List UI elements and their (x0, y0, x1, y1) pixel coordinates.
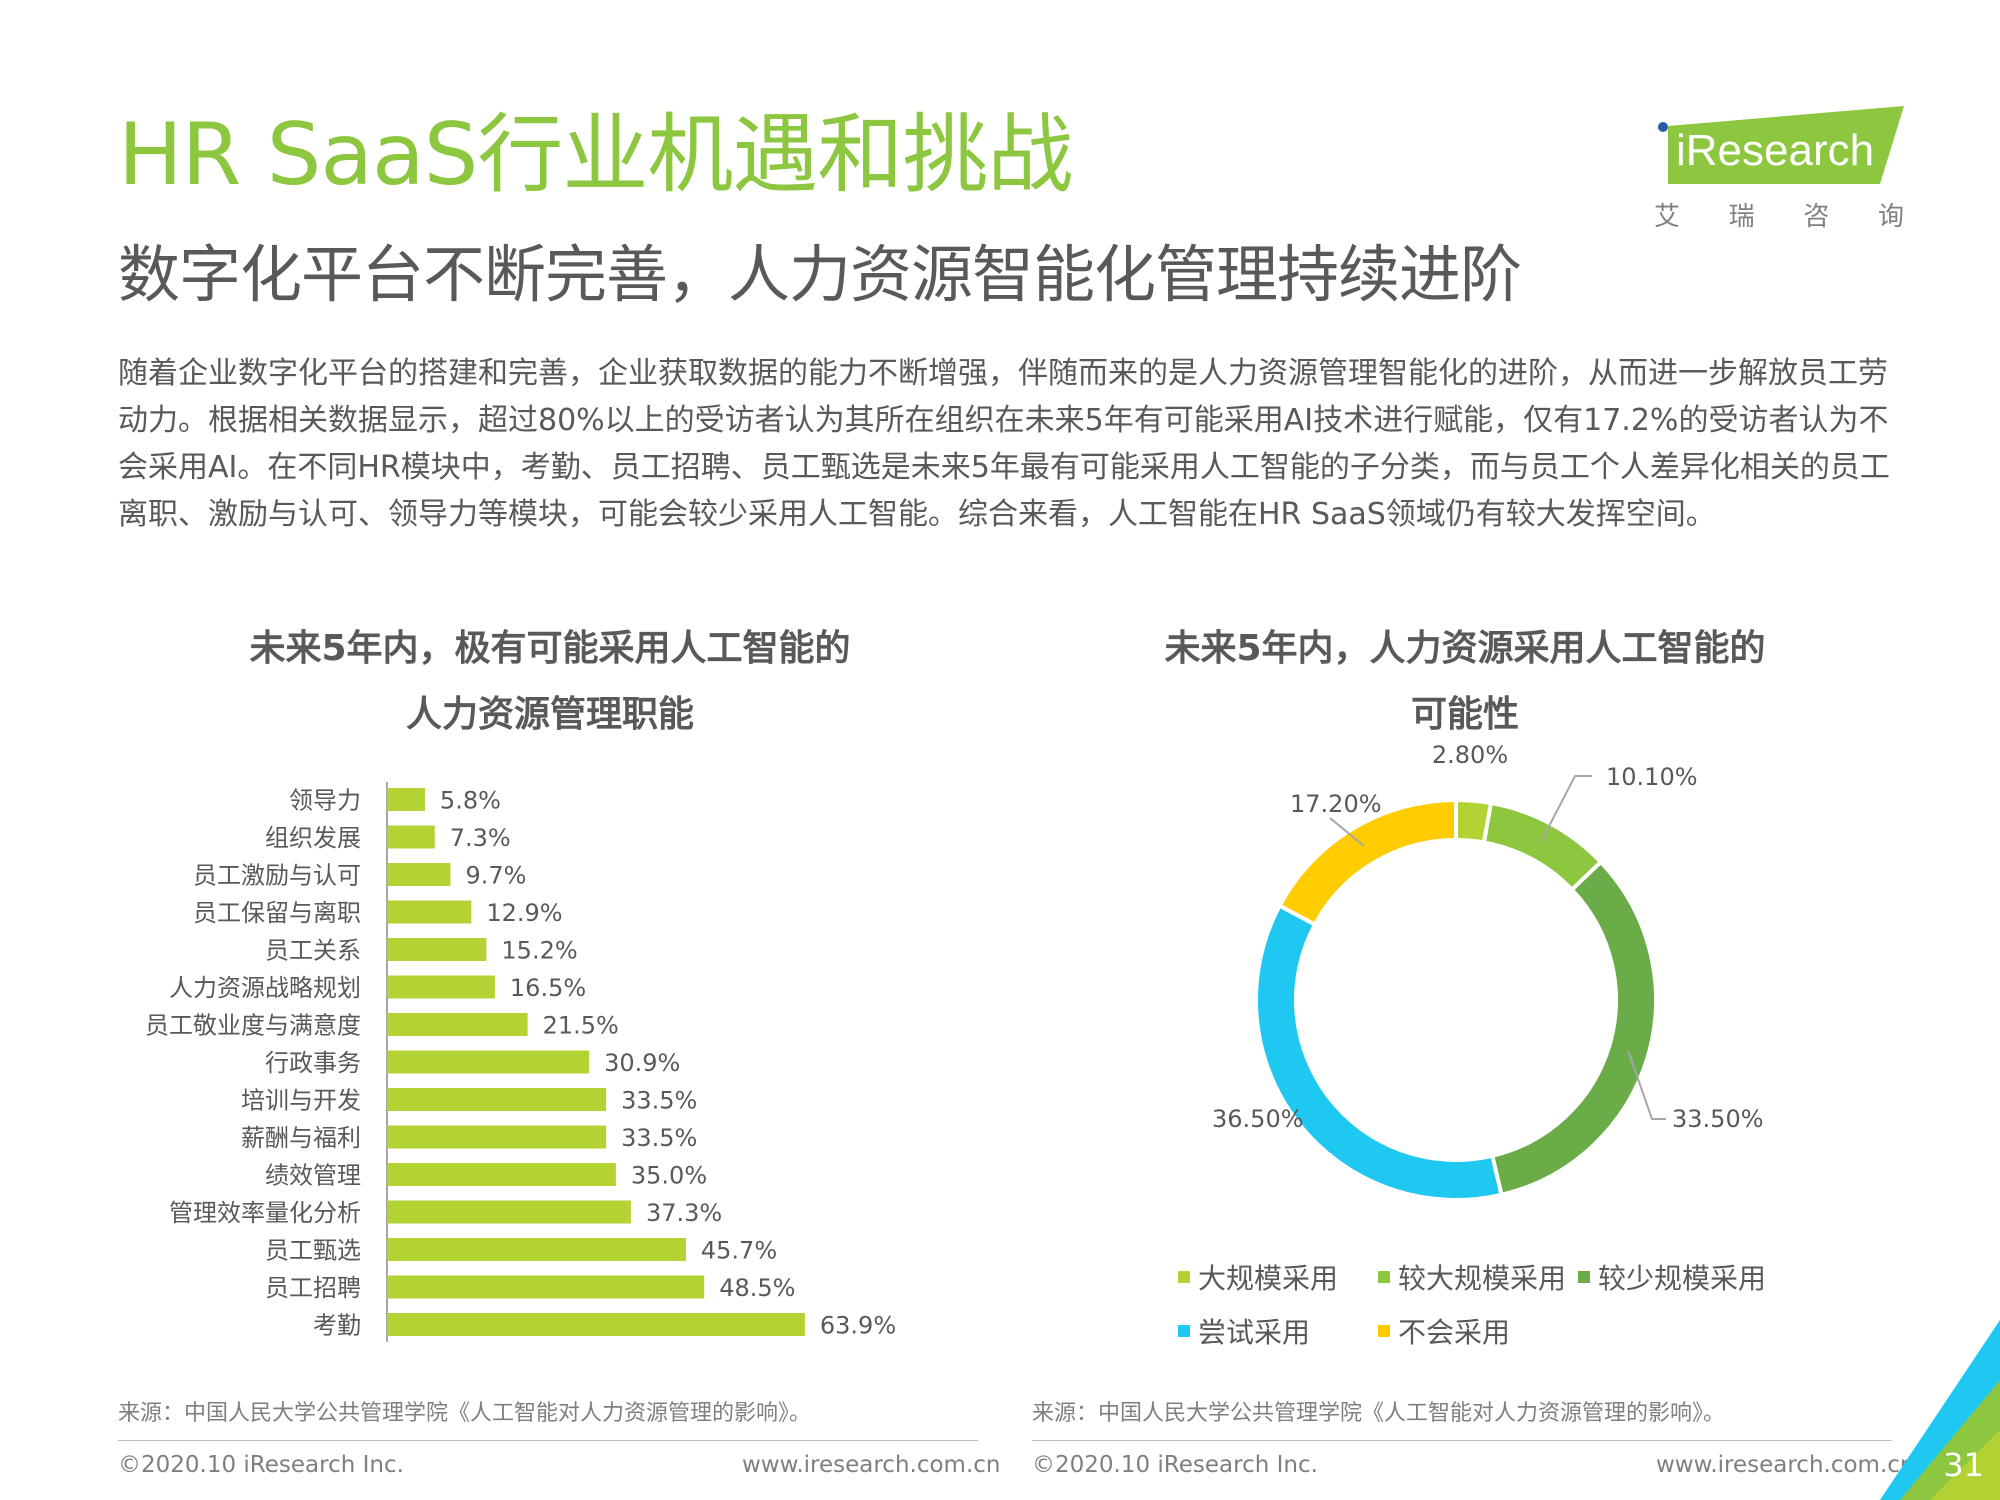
logo-char: 瑞 (1728, 202, 1755, 232)
bar-category-label: 考勤 (313, 1312, 361, 1340)
bar-value-label: 35.0% (631, 1162, 707, 1190)
bar-category-label: 员工保留与离职 (193, 899, 361, 927)
donut-leader-line (1329, 817, 1365, 847)
logo-brand-text: iResearch (1676, 126, 1875, 175)
legend-swatch (1578, 1271, 1590, 1283)
bar-value-label: 45.7% (701, 1237, 777, 1265)
body-paragraph: 随着企业数字化平台的搭建和完善，企业获取数据的能力不断增强，伴随而来的是人力资源… (118, 356, 1890, 532)
right-source-note: 来源：中国人民大学公共管理学院《人工智能对人力资源管理的影响》。 (1032, 1401, 1726, 1426)
bar-value-label: 33.5% (621, 1124, 697, 1152)
bar-category-label: 薪酬与福利 (241, 1124, 361, 1152)
bar-0 (387, 788, 425, 811)
left-website: www.iresearch.com.cn (742, 1452, 1001, 1478)
bar-value-label: 15.2% (501, 937, 577, 965)
page-number: 31 (1943, 1446, 1984, 1484)
bar-value-label: 9.7% (465, 862, 526, 890)
bar-chart-title-line: 未来5年内，极有可能采用人工智能的 (249, 628, 851, 669)
bar-value-label: 37.3% (646, 1199, 722, 1227)
donut-value-label: 2.80% (1432, 741, 1508, 769)
logo-dot-icon (1658, 122, 1668, 132)
bar-category-label: 员工招聘 (265, 1274, 361, 1302)
legend-label: 尝试采用 (1198, 1316, 1310, 1349)
bar-category-label: 人力资源战略规划 (169, 974, 361, 1002)
legend-swatch (1378, 1271, 1390, 1283)
bar-value-label: 63.9% (820, 1312, 896, 1340)
bar-value-label: 7.3% (450, 824, 511, 852)
donut-chart-title-line: 可能性 (1410, 694, 1519, 735)
bar-9 (387, 1125, 607, 1149)
bar-category-label: 培训与开发 (241, 1087, 361, 1115)
donut-leader-line (1627, 1051, 1666, 1120)
left-source-note: 来源：中国人民大学公共管理学院《人工智能对人力资源管理的影响》。 (118, 1401, 812, 1426)
bar-12 (387, 1238, 686, 1261)
bar-category-label: 领导力 (289, 787, 361, 815)
left-copyright: ©2020.10 iResearch Inc. (118, 1452, 404, 1478)
bar-value-label: 33.5% (621, 1087, 697, 1115)
right-copyright: ©2020.10 iResearch Inc. (1032, 1452, 1318, 1478)
page-title: HR SaaS行业机遇和挑战 (118, 105, 1073, 205)
logo-char: 艾 (1654, 202, 1681, 232)
bar-category-label: 组织发展 (265, 824, 361, 852)
donut-value-label: 33.50% (1672, 1105, 1764, 1133)
logo-banner-shape (1668, 106, 1904, 184)
right-footer-divider (1032, 1440, 1892, 1441)
bar-14 (387, 1313, 805, 1336)
bar-value-label: 12.9% (486, 899, 562, 927)
bar-5 (387, 975, 495, 999)
legend-swatch (1178, 1325, 1190, 1337)
donut-chart-title-line: 未来5年内，人力资源采用人工智能的 (1164, 628, 1766, 669)
bar-value-label: 30.9% (604, 1049, 680, 1077)
bar-7 (387, 1050, 590, 1074)
bar-category-label: 绩效管理 (265, 1162, 361, 1190)
bar-8 (387, 1088, 607, 1111)
bar-category-label: 员工激励与认可 (193, 862, 361, 890)
bar-category-label: 员工关系 (265, 937, 361, 965)
page-subtitle: 数字化平台不断完善，人力资源智能化管理持续进阶 (118, 238, 1522, 311)
logo-char: 询 (1877, 202, 1904, 232)
bar-3 (387, 900, 472, 924)
bar-4 (387, 938, 487, 961)
donut-slice-2 (1489, 859, 1658, 1198)
donut-chart: 2.80% 10.10% 33.50% 36.50% 17.20% 大规模采用 较大规模采用… (1178, 741, 1766, 1349)
bar-6 (387, 1013, 528, 1036)
legend-swatch (1178, 1271, 1190, 1283)
legend-label: 不会采用 (1398, 1316, 1510, 1349)
corner-decoration (1880, 1320, 2000, 1500)
bar-chart-title: 未来5年内，极有可能采用人工智能的 人力资源管理职能 (150, 616, 950, 748)
logo-char: 咨 (1803, 202, 1830, 232)
bar-13 (387, 1275, 705, 1299)
donut-slice-3 (1254, 902, 1504, 1202)
donut-value-label: 17.20% (1290, 790, 1382, 818)
bar-value-label: 16.5% (510, 974, 586, 1002)
donut-value-label: 10.10% (1606, 763, 1698, 791)
bar-value-label: 21.5% (543, 1012, 619, 1040)
bar-value-label: 5.8% (440, 787, 501, 815)
donut-slice-4 (1276, 797, 1458, 928)
right-website: www.iresearch.com.cn (1656, 1452, 1915, 1478)
donut-chart-title: 未来5年内，人力资源采用人工智能的 可能性 (1065, 616, 1865, 748)
bar-1 (387, 825, 435, 849)
bar-category-label: 管理效率量化分析 (169, 1199, 361, 1227)
bar-2 (387, 863, 451, 886)
donut-leader-line (1540, 775, 1592, 842)
iresearch-logo: iResearch 艾 瑞 咨 询 (1650, 104, 1910, 234)
bar-category-label: 行政事务 (265, 1049, 361, 1077)
bar-value-label: 48.5% (719, 1274, 795, 1302)
bar-chart-title-line: 人力资源管理职能 (405, 694, 694, 735)
bar-10 (387, 1163, 616, 1186)
bar-chart: 领导力 5.8% 组织发展 7.3% 员工激励与认可 9.7% 员工保留与离职 12.9% 员工… (145, 782, 896, 1342)
logo-chinese-name: 艾 瑞 咨 询 (1654, 196, 1904, 233)
legend-label: 较大规模采用 (1398, 1262, 1566, 1295)
left-footer-divider (118, 1440, 978, 1441)
bar-11 (387, 1200, 631, 1224)
legend-label: 较少规模采用 (1598, 1262, 1766, 1295)
bar-category-label: 员工敬业度与满意度 (145, 1012, 361, 1040)
legend-swatch (1378, 1325, 1390, 1337)
legend-label: 大规模采用 (1198, 1262, 1338, 1295)
donut-value-label: 36.50% (1212, 1105, 1304, 1133)
bar-category-label: 员工甄选 (265, 1237, 361, 1265)
